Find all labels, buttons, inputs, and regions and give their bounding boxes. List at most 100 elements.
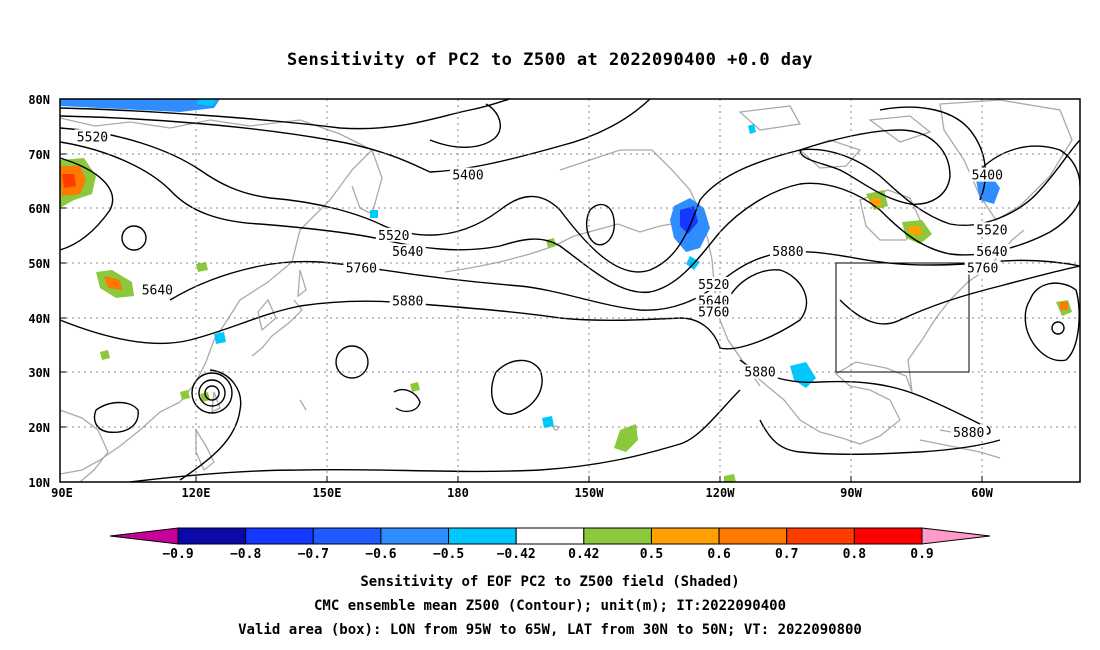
- contour-label: 5880: [1092, 262, 1100, 277]
- lat-label: 50N: [28, 257, 50, 271]
- footer-line-2: CMC ensemble mean Z500 (Contour); unit(m…: [313, 598, 786, 614]
- contour-label: 5520: [378, 229, 409, 244]
- lat-label: 80N: [28, 93, 50, 107]
- shade-atlantic-core: [1060, 302, 1068, 310]
- tick-marks: [60, 98, 983, 482]
- contour-5400-aleutian: [429, 103, 501, 148]
- lat-label: 40N: [28, 312, 50, 326]
- contour-label: 5640: [976, 245, 1007, 260]
- contour-label-bg: [1090, 261, 1100, 275]
- colorbar-tick-label: 0.6: [707, 547, 731, 562]
- colorbar-segment: [786, 527, 855, 545]
- contour-label-bg: [695, 293, 732, 308]
- contour-label: 5520: [77, 130, 108, 145]
- colorbar-segment: [312, 527, 382, 545]
- shade-small-3: [200, 392, 210, 402]
- lat-lon-grid: [60, 99, 1080, 482]
- contour-label-bg: [389, 244, 426, 259]
- contour-high-sw-2: [198, 379, 226, 407]
- colorbar-tick-label: −0.8: [230, 547, 261, 562]
- contour-atlantic-inner: [1051, 321, 1065, 335]
- contour-5880-east: [839, 265, 1080, 325]
- colorbar-tick-label: −0.42: [497, 547, 536, 562]
- shade-small-7: [370, 210, 378, 218]
- lat-axis-labels: 80N 70N 60N 50N 40N 30N 20N 10N: [28, 93, 50, 490]
- footer-line-1: Sensitivity of EOF PC2 to Z500 field (Sh…: [360, 574, 740, 590]
- contour-label-bg: [375, 227, 412, 242]
- contour-label: 5520: [698, 278, 729, 293]
- contour-5400-west: [60, 99, 511, 130]
- lon-label: 90W: [840, 486, 862, 500]
- lon-label: 120W: [706, 486, 736, 500]
- colorbar-lower-extension: [109, 527, 179, 545]
- colorbar-segment: [583, 527, 652, 545]
- lon-label: 150E: [313, 486, 342, 500]
- sensitivity-shading: [60, 99, 1072, 482]
- contour-5520-west: [60, 99, 651, 173]
- contour-se-asia: [129, 389, 741, 482]
- contour-5880-subtrop: [759, 419, 1001, 455]
- colorbar-tick-label: 0.8: [843, 547, 867, 562]
- contour-low-mongolia: [121, 225, 147, 251]
- contour-high-sw-4: [179, 369, 242, 481]
- contour-label-bg: [950, 424, 987, 439]
- lon-label: 180: [447, 486, 469, 500]
- contour-label: 5400: [452, 169, 483, 184]
- colorbar-tick-label: 0.5: [640, 547, 663, 562]
- contour-label-bg: [389, 293, 426, 308]
- contour-label-bg: [695, 304, 732, 319]
- lat-label: 60N: [28, 202, 50, 216]
- colorbar-tick-label: −0.6: [365, 547, 396, 562]
- colorbar-tick-label: −0.5: [433, 547, 464, 562]
- lon-label: 90E: [51, 486, 73, 500]
- lon-axis-labels: 90E 120E 150E 180 150W 120W 90W 60W: [51, 486, 993, 500]
- shade-small-9: [180, 390, 190, 400]
- shade-small-8: [100, 350, 110, 360]
- colorbar-tick-label: 0.42: [568, 547, 599, 562]
- lon-label: 60W: [971, 486, 993, 500]
- shade-small-2: [196, 262, 208, 272]
- contour-high-pacific-1: [335, 345, 369, 379]
- shade-gulf-alaska-edge: [686, 256, 700, 270]
- contour-label: 5640: [392, 245, 423, 260]
- contour-label-bg: [969, 167, 1006, 182]
- contour-high-sw-3: [191, 372, 233, 414]
- contour-label: 5520: [976, 223, 1007, 238]
- shade-hudson-orange: [870, 198, 882, 206]
- contour-label-bg: [343, 260, 380, 275]
- map-frame: [59, 98, 1081, 483]
- contour-pacific-small: [393, 388, 421, 413]
- contour-label: 5760: [698, 305, 729, 320]
- contour-5640-line: [60, 141, 1080, 294]
- contour-label: 5880: [772, 245, 803, 260]
- shade-arctic-neg-edge: [196, 99, 218, 106]
- colorbar-tick-labels: −0.9 −0.8 −0.7 −0.6 −0.5 −0.42 0.42 0.5 0.6 0.7 0.…: [162, 547, 933, 562]
- contour-label-bg: [964, 260, 1001, 275]
- contour-label-bg: [769, 244, 806, 259]
- shade-arctic-neg: [60, 99, 220, 112]
- contour-label-bg: [139, 282, 176, 297]
- colorbar-tick-label: −0.7: [298, 547, 329, 562]
- shade-small-10: [748, 124, 756, 134]
- contour-label: 5880: [392, 294, 423, 309]
- colorbar-segment: [515, 527, 585, 545]
- lat-label: 70N: [28, 148, 50, 162]
- contour-5760-line: [60, 157, 114, 251]
- colorbar: [109, 527, 991, 545]
- contour-high-pacific-2: [491, 359, 543, 415]
- contour-label: 5640: [142, 284, 173, 299]
- shade-gulf-alaska-core: [680, 206, 698, 234]
- contour-label-bg: [973, 244, 1010, 259]
- contour-5880-main: [60, 269, 808, 350]
- colorbar-segment: [177, 527, 247, 545]
- shade-hawaii-area: [542, 416, 554, 428]
- contour-label: 5760: [967, 262, 998, 277]
- lon-label: 150W: [575, 486, 605, 500]
- contour-5400-east: [799, 129, 951, 205]
- contour-5520-east: [979, 145, 1080, 187]
- shade-small-5: [724, 474, 736, 482]
- colorbar-segment: [448, 527, 517, 545]
- lat-label: 20N: [28, 421, 50, 435]
- colorbar-segment: [380, 527, 450, 545]
- contour-5520-line: [60, 127, 1080, 273]
